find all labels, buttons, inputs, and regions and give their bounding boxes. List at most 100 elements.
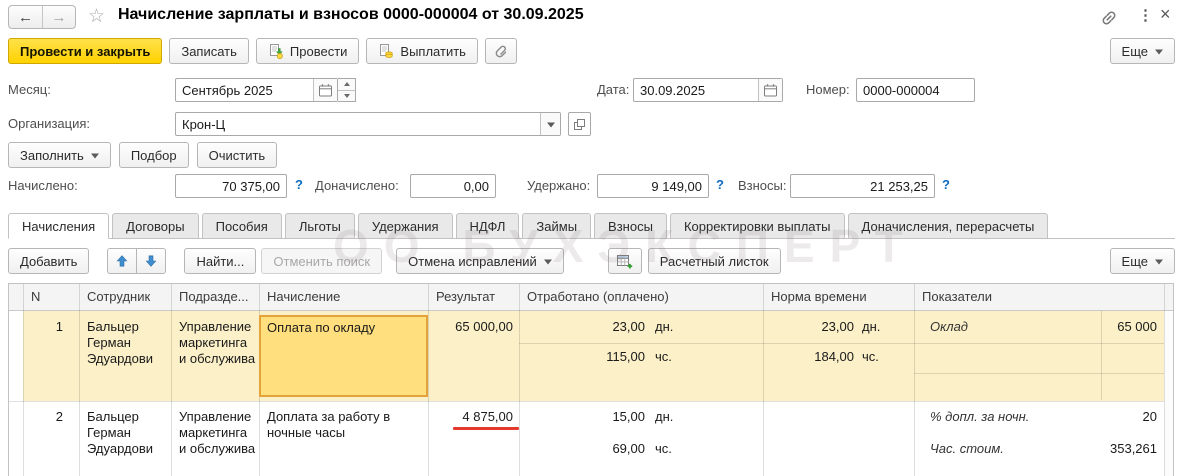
department-cell[interactable]: Управление маркетинга и обслужива xyxy=(179,319,256,366)
payslip-button[interactable]: Расчетный листок xyxy=(647,248,781,274)
organization-open-button[interactable] xyxy=(568,112,591,136)
grid-more-button[interactable]: Еще xyxy=(1109,248,1175,274)
result-cell[interactable]: 4 875,00 xyxy=(462,409,513,424)
pay-document-icon xyxy=(378,43,394,59)
pick-button[interactable]: Подбор xyxy=(118,142,189,168)
withheld-field[interactable]: 9 149,00 xyxy=(597,174,709,198)
save-button[interactable]: Записать xyxy=(169,38,249,64)
move-down-button[interactable] xyxy=(136,248,167,274)
history-nav: ← → xyxy=(8,5,76,29)
employee-cell[interactable]: Бальцер Герман Эдуардови xyxy=(87,319,153,366)
tab-loans[interactable]: Займы xyxy=(522,213,592,239)
indicator-name-cell[interactable]: Оклад xyxy=(930,319,968,334)
contributions-help-icon[interactable]: ? xyxy=(942,177,950,192)
cancel-search-button[interactable]: Отменить поиск xyxy=(261,248,383,274)
favorite-star-icon[interactable]: ☆ xyxy=(88,6,106,27)
row-number-cell[interactable]: 2 xyxy=(55,409,63,424)
tab-deductions[interactable]: Удержания xyxy=(357,213,453,239)
post-document-icon xyxy=(268,43,284,59)
post-and-close-button[interactable]: Провести и закрыть xyxy=(8,38,163,64)
worked-value-cell[interactable]: 15,00 xyxy=(612,409,645,424)
back-button[interactable]: ← xyxy=(9,6,42,28)
month-step-down-button[interactable] xyxy=(338,91,355,102)
organization-value: Крон-Ц xyxy=(182,116,226,132)
organization-field[interactable]: Крон-Ц xyxy=(175,112,561,136)
toolbar-more-button[interactable]: Еще xyxy=(1109,38,1175,64)
row-divider xyxy=(9,401,1164,402)
employee-cell[interactable]: Бальцер Герман Эдуардови xyxy=(87,409,153,456)
department-cell[interactable]: Управление маркетинга и обслужива xyxy=(179,409,256,456)
forward-icon: → xyxy=(51,8,67,26)
col-header-n: N xyxy=(31,289,41,304)
date-calendar-button[interactable] xyxy=(758,79,782,101)
tab-contributions[interactable]: Взносы xyxy=(594,213,667,239)
tab-privileges[interactable]: Льготы xyxy=(284,213,355,239)
forward-button[interactable]: → xyxy=(42,6,75,28)
withheld-help-icon[interactable]: ? xyxy=(716,177,724,192)
indicator-value-cell[interactable]: 353,261 xyxy=(1110,441,1157,456)
cancel-corrections-button[interactable]: Отмена исправлений xyxy=(396,248,564,274)
vertical-scrollbar[interactable] xyxy=(1165,311,1173,476)
post-button[interactable]: Провести xyxy=(255,38,360,64)
worked-value-cell[interactable]: 115,00 xyxy=(606,349,645,364)
clear-button[interactable]: Очистить xyxy=(196,142,278,168)
grid-toolbar: Добавить Найти... Отменить поиск Отмена … xyxy=(8,247,1175,275)
copy-link-icon[interactable] xyxy=(1100,9,1118,27)
tab-contracts[interactable]: Договоры xyxy=(112,213,199,239)
more-menu-icon[interactable]: ⋮ xyxy=(1138,7,1153,24)
col-header-employee: Сотрудник xyxy=(87,289,151,304)
worked-value-cell[interactable]: 23,00 xyxy=(612,319,645,334)
worked-unit-cell[interactable]: дн. xyxy=(655,409,674,424)
tab-accruals[interactable]: Начисления xyxy=(8,213,110,239)
result-cell[interactable]: 65 000,00 xyxy=(455,319,513,334)
accrued-field[interactable]: 70 375,00 xyxy=(175,174,287,198)
preaccrued-field[interactable]: 0,00 xyxy=(410,174,496,198)
close-icon[interactable]: × xyxy=(1160,4,1171,24)
tab-ndfl[interactable]: НДФЛ xyxy=(455,213,520,239)
add-row-button[interactable]: Добавить xyxy=(8,248,90,274)
month-calendar-button[interactable] xyxy=(313,79,337,101)
organization-dropdown-button[interactable] xyxy=(540,113,560,135)
worked-unit-cell[interactable]: дн. xyxy=(655,319,674,334)
tab-benefits[interactable]: Пособия xyxy=(201,213,282,239)
accrued-help-icon[interactable]: ? xyxy=(295,177,303,192)
indicator-name-cell[interactable]: % допл. за ночн. xyxy=(930,409,1030,424)
subrow-divider xyxy=(519,343,1164,344)
indicator-value-cell[interactable]: 65 000 xyxy=(1117,319,1157,334)
indicator-value-cell[interactable]: 20 xyxy=(1142,409,1157,424)
worked-unit-cell[interactable]: чс. xyxy=(655,441,672,456)
accrual-cell[interactable]: Доплата за работу в ночные часы xyxy=(267,409,391,440)
contributions-value: 21 253,25 xyxy=(870,178,928,194)
table-plus-icon xyxy=(616,253,634,270)
norm-value-cell[interactable]: 23,00 xyxy=(821,319,854,334)
chevron-down-icon xyxy=(546,122,555,131)
norm-unit-cell[interactable]: дн. xyxy=(862,319,881,334)
attachments-button[interactable] xyxy=(484,38,517,64)
grid-more-label: Еще xyxy=(1121,253,1148,269)
tab-additional-accruals[interactable]: Доначисления, перерасчеты xyxy=(847,213,1049,239)
chevron-down-icon xyxy=(543,259,552,268)
page-title: Начисление зарплаты и взносов 0000-00000… xyxy=(118,6,584,23)
tab-payment-adjustments[interactable]: Корректировки выплаты xyxy=(669,213,845,239)
accrual-cell-selected[interactable]: Оплата по окладу xyxy=(259,315,428,397)
find-button[interactable]: Найти... xyxy=(184,248,257,274)
month-field[interactable]: Сентябрь 2025 xyxy=(175,78,338,102)
worked-unit-cell[interactable]: чс. xyxy=(655,349,672,364)
calculation-details-button[interactable] xyxy=(607,248,642,274)
month-step-up-button[interactable] xyxy=(338,79,355,91)
date-value: 30.09.2025 xyxy=(640,82,706,98)
norm-value-cell[interactable]: 184,00 xyxy=(814,349,854,364)
norm-unit-cell[interactable]: чс. xyxy=(862,349,879,364)
worked-value-cell[interactable]: 69,00 xyxy=(612,441,645,456)
contributions-field[interactable]: 21 253,25 xyxy=(790,174,935,198)
row-number-cell[interactable]: 1 xyxy=(55,319,63,334)
indicator-name-cell[interactable]: Час. стоим. xyxy=(930,441,1004,456)
number-field[interactable]: 0000-000004 xyxy=(856,78,975,102)
move-up-button[interactable] xyxy=(107,248,138,274)
month-stepper xyxy=(338,78,356,102)
fill-button[interactable]: Заполнить xyxy=(8,142,111,168)
date-field[interactable]: 30.09.2025 xyxy=(633,78,783,102)
column-divider xyxy=(763,284,764,476)
pay-button[interactable]: Выплатить xyxy=(366,38,478,64)
open-window-icon xyxy=(569,113,590,135)
